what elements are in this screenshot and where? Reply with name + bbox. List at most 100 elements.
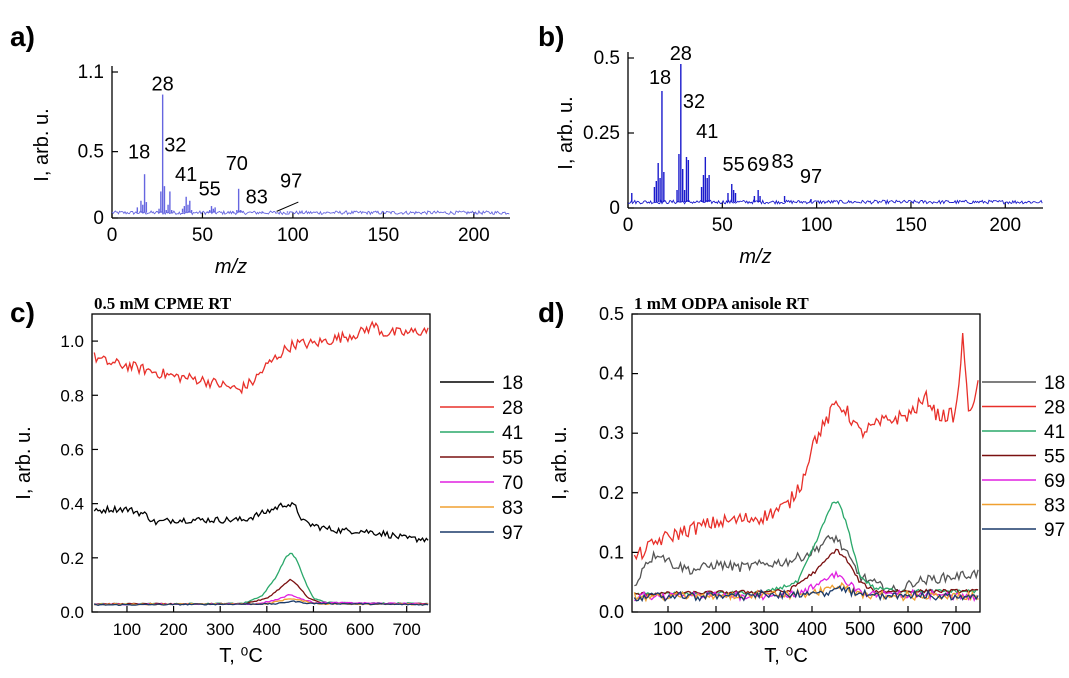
legend-label-55: 55	[502, 448, 523, 469]
plot-frame	[91, 313, 431, 613]
y-tick-label: 0.8	[60, 386, 84, 405]
y-tick-label: 0.1	[599, 542, 624, 562]
peak-label: 28	[670, 43, 692, 65]
y-tick-label: 0	[93, 208, 104, 229]
plot-frame	[631, 313, 981, 613]
x-axis-title: T, ⁰C	[219, 645, 263, 667]
peak-label: 18	[649, 67, 671, 89]
peak-label: 83	[772, 151, 794, 173]
x-axis-title: m/z	[215, 256, 247, 278]
x-tick-label: 700	[941, 619, 971, 639]
x-tick-label: 600	[346, 620, 374, 639]
legend-label-97: 97	[1044, 520, 1065, 541]
y-tick-label: 0.4	[60, 495, 84, 514]
y-tick-label: 1.1	[78, 62, 104, 83]
peak-label: 97	[280, 170, 302, 192]
legend-label-41: 41	[1044, 422, 1065, 443]
x-tick-label: 150	[368, 225, 400, 246]
x-tick-label: 200	[159, 620, 187, 639]
y-tick-label: 0.0	[599, 602, 624, 622]
legend-label-41: 41	[502, 423, 523, 444]
x-tick-label: 200	[989, 215, 1021, 236]
series-line-41	[94, 552, 429, 606]
y-tick-label: 0.0	[60, 603, 84, 622]
series-line-55	[94, 578, 429, 606]
x-tick-label: 500	[299, 620, 327, 639]
y-axis-title: I, arb. u.	[31, 108, 53, 181]
y-tick-label: 0	[609, 198, 620, 219]
panel-label-d: d)	[538, 297, 564, 328]
x-axis-title: m/z	[739, 246, 771, 268]
peak-label: 97	[800, 166, 822, 188]
label-leader	[276, 201, 299, 212]
peak-label: 28	[152, 74, 174, 96]
legend-label-28: 28	[502, 398, 523, 419]
x-tick-label: 700	[393, 620, 421, 639]
chart-d: 0.0 0.1 0.2 0.3 0.4 0.5 100 200 300 400 500 600 700 I…	[549, 294, 1065, 667]
legend-label-18: 18	[1044, 373, 1065, 394]
baseline-trace	[111, 209, 510, 216]
x-tick-label: 100	[113, 620, 141, 639]
x-tick-label: 500	[845, 619, 875, 639]
series-lines	[93, 320, 429, 606]
peak-label: 32	[683, 91, 705, 113]
y-tick-label: 0.2	[599, 483, 624, 503]
panel-label-a: a)	[10, 21, 35, 52]
peak-label: 69	[747, 154, 769, 176]
series-line-18	[93, 501, 429, 544]
y-tick-label: 1.0	[60, 332, 84, 351]
y-tick-label: 0.4	[599, 364, 624, 384]
x-tick-label: 200	[701, 619, 731, 639]
peak-label: 70	[226, 153, 248, 175]
legend-label-69: 69	[1044, 471, 1065, 492]
y-axis-title: I, arb. u.	[13, 426, 35, 499]
series-line-28	[93, 320, 429, 395]
series-line-18	[634, 534, 979, 596]
x-tick-label: 150	[895, 215, 927, 236]
peak-label: 18	[128, 141, 150, 163]
legend-label-18: 18	[502, 373, 523, 394]
peak-label: 41	[175, 164, 197, 186]
panel-label-c: c)	[10, 297, 35, 328]
x-tick-label: 300	[206, 620, 234, 639]
y-tick-label: 0.5	[594, 48, 620, 69]
legend-label-28: 28	[1044, 398, 1065, 419]
x-tick-label: 0	[623, 215, 634, 236]
x-tick-label: 200	[458, 225, 490, 246]
y-tick-label: 0.5	[78, 142, 104, 163]
y-tick-label: 0.25	[583, 123, 620, 144]
series-line-97	[94, 600, 429, 606]
chart-c: 0.0 0.2 0.4 0.6 0.8 1.0 100 200 300 400 500 600 700 I…	[13, 294, 523, 667]
y-tick-label: 0.6	[60, 440, 84, 459]
legend-label-70: 70	[502, 473, 523, 494]
peak-label: 41	[696, 121, 718, 143]
series-line-55	[634, 548, 979, 597]
y-tick-label: 0.2	[60, 549, 84, 568]
panel-label-b: b)	[538, 21, 564, 52]
chart-a: 0 0.5 1.1 0 50 100 150 200 I, arb. u. m/z 18 28 32 41…	[31, 62, 510, 278]
x-tick-label: 600	[893, 619, 923, 639]
legend-label-83: 83	[1044, 496, 1065, 517]
series-line-69	[633, 570, 979, 603]
baseline-trace	[627, 198, 1043, 206]
series-lines	[633, 333, 979, 603]
y-axis-title: I, arb. u.	[555, 96, 577, 169]
peak-label: 83	[246, 186, 268, 208]
peak-label: 32	[164, 135, 186, 157]
series-line-97	[633, 585, 979, 603]
peak-label: 55	[199, 178, 221, 200]
y-tick-label: 0.3	[599, 423, 624, 443]
x-axis-title: T, ⁰C	[764, 645, 808, 667]
legend-label-55: 55	[1044, 447, 1065, 468]
x-tick-label: 50	[712, 215, 733, 236]
y-axis-title: I, arb. u.	[549, 426, 571, 499]
x-tick-label: 300	[749, 619, 779, 639]
chart-title: 0.5 mM CPME RT	[94, 294, 232, 313]
x-tick-label: 100	[277, 225, 309, 246]
y-tick-label: 0.5	[599, 304, 624, 324]
x-tick-label: 0	[107, 225, 118, 246]
chart-title: 1 mM ODPA anisole RT	[634, 294, 809, 313]
x-tick-label: 100	[801, 215, 833, 236]
